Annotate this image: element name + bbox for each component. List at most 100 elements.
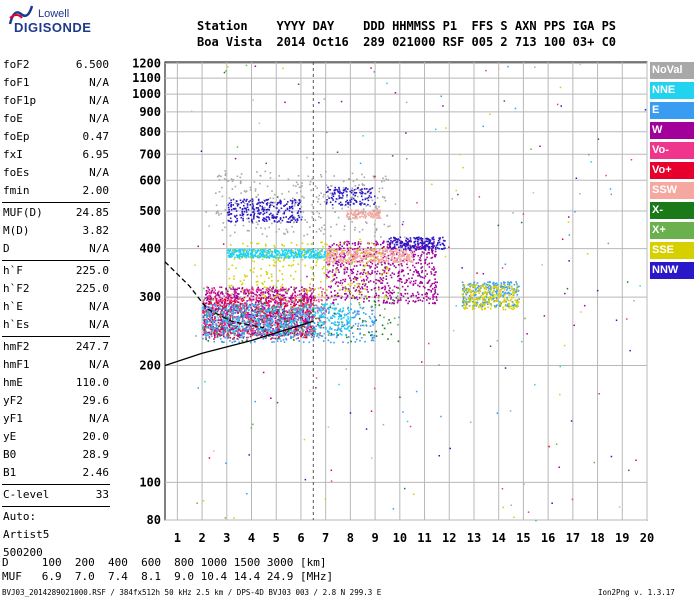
echo-point — [365, 221, 367, 223]
echo-point — [223, 317, 225, 320]
echo-point — [244, 252, 247, 255]
echo-point — [283, 305, 286, 308]
echo-point — [227, 333, 229, 335]
echo-point — [285, 310, 288, 312]
echo-point — [207, 290, 210, 293]
echo-point — [427, 251, 429, 254]
echo-point — [433, 293, 436, 295]
echo-point — [284, 314, 286, 317]
echo-point — [370, 254, 372, 257]
echo-point — [356, 313, 358, 315]
echo-point — [375, 252, 378, 255]
echo-point — [354, 229, 356, 231]
echo-point — [385, 178, 387, 180]
echo-point — [342, 341, 344, 343]
echo-point — [303, 249, 306, 252]
echo-point — [346, 251, 349, 254]
echo-point — [289, 317, 291, 319]
echo-point — [260, 227, 262, 229]
echo-point — [381, 180, 383, 183]
echo-point — [229, 316, 232, 318]
echo-point — [265, 333, 268, 336]
echo-point — [278, 252, 281, 254]
echo-point — [342, 264, 345, 266]
echo-point — [340, 318, 342, 320]
echo-point — [336, 198, 339, 201]
echo-point — [365, 325, 368, 327]
echo-point — [395, 266, 397, 269]
echo-point — [345, 297, 348, 300]
echo-point — [363, 257, 365, 259]
echo-point — [482, 283, 484, 286]
echo-point — [359, 252, 362, 255]
echo-point — [385, 249, 387, 252]
echo-point — [241, 325, 244, 328]
echo-point — [424, 269, 427, 272]
echo-point — [361, 258, 363, 260]
echo-point — [233, 312, 236, 314]
echo-point — [240, 181, 242, 183]
echo-point — [267, 301, 269, 304]
echo-point — [434, 281, 437, 283]
echo-point — [259, 312, 261, 315]
echo-point — [251, 314, 253, 317]
echo-point — [303, 294, 306, 296]
echo-point — [325, 170, 327, 173]
echo-point — [231, 188, 234, 190]
echo-point — [354, 217, 356, 220]
echo-point — [248, 248, 250, 251]
echo-point — [233, 327, 235, 330]
echo-point — [341, 288, 344, 291]
echo-point — [336, 292, 339, 295]
echo-point — [256, 323, 258, 325]
echo-point — [267, 304, 269, 307]
echo-point — [270, 321, 272, 324]
echo-point — [399, 253, 401, 255]
echo-point — [254, 254, 256, 257]
echo-point — [295, 253, 298, 255]
echo-point — [322, 288, 324, 290]
echo-point — [347, 316, 349, 318]
echo-point — [421, 271, 423, 274]
echo-point — [359, 287, 362, 290]
echo-point — [379, 272, 381, 275]
echo-point — [326, 317, 329, 319]
echo-point — [253, 304, 255, 306]
echo-point — [327, 257, 329, 259]
echo-point — [355, 250, 357, 253]
echo-point — [368, 260, 370, 262]
echo-point — [258, 203, 260, 205]
echo-point — [216, 336, 218, 339]
echo-point — [406, 258, 408, 261]
echo-point — [363, 253, 365, 255]
echo-point — [369, 325, 372, 327]
echo-point — [341, 310, 343, 313]
echo-point — [424, 261, 427, 264]
echo-point — [326, 299, 328, 301]
echo-point — [308, 341, 311, 344]
echo-point — [225, 305, 227, 307]
echo-point — [342, 180, 345, 183]
echo-point — [462, 301, 464, 304]
echo-point — [465, 302, 468, 305]
echo-point — [234, 202, 236, 204]
echo-point — [430, 273, 433, 275]
echo-cluster-ssw — [346, 209, 382, 220]
echo-point — [313, 328, 315, 331]
echo-point — [511, 304, 514, 307]
echo-point — [376, 266, 378, 268]
echo-point — [278, 312, 281, 314]
echo-point — [262, 315, 265, 317]
echo-point — [302, 320, 305, 322]
echo-point — [343, 256, 346, 259]
echo-point — [223, 306, 226, 308]
echo-point — [433, 286, 436, 289]
echo-point — [284, 334, 286, 337]
echo-point — [339, 252, 342, 255]
echo-point — [283, 334, 285, 336]
echo-point — [492, 282, 494, 285]
echo-point — [276, 330, 278, 333]
echo-point — [346, 240, 348, 243]
echo-point — [505, 286, 508, 288]
echo-point — [244, 256, 246, 258]
